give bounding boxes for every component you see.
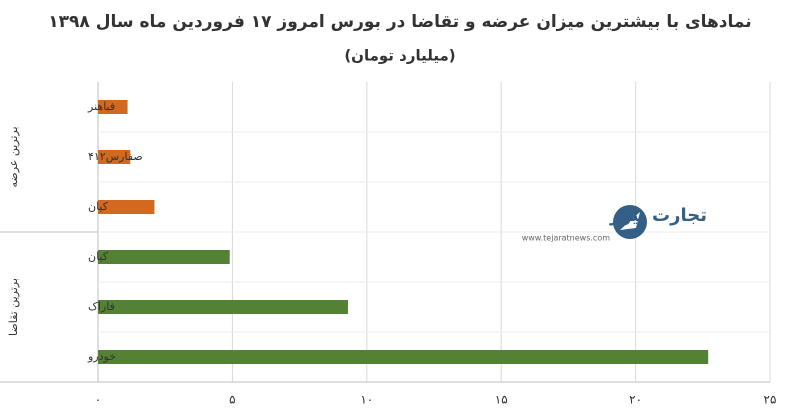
watermark-logo-arrow	[620, 212, 640, 230]
bar	[98, 150, 131, 164]
bar	[98, 350, 709, 364]
y-tick-label: خودرو	[87, 350, 116, 363]
y-tick-label: کیان	[88, 250, 109, 263]
y-tick-label: فباهنر	[87, 100, 115, 113]
y-tick-label: صفارس۴۱۲	[88, 150, 143, 163]
x-tick-label: ۱۰	[360, 393, 373, 407]
x-tick-label: ۰	[95, 393, 101, 407]
chart-subtitle: (میلیارد تومان)	[344, 47, 455, 65]
x-tick-label: ۱۵	[495, 393, 508, 407]
bar	[98, 100, 128, 114]
watermark: تجارت نیوز www.tejaratnews.com	[522, 205, 707, 243]
y-tick-label: کیان	[88, 200, 109, 213]
group-label: برترین تقاضا	[7, 278, 20, 336]
x-tick-label: ۲۰	[629, 393, 642, 407]
x-tick-label: ۵	[229, 393, 235, 407]
bar	[98, 250, 230, 264]
group-label: برترین عرضه	[7, 126, 20, 187]
watermark-url: www.tejaratnews.com	[522, 234, 610, 243]
y-tick-label: فاراک	[88, 300, 115, 313]
bar	[98, 200, 155, 214]
x-tick-label: ۲۵	[764, 393, 777, 407]
watermark-brand: تجارت نیوز	[609, 205, 707, 226]
chart-title: نمادهای با بیشترین میزان عرضه و تقاضا در…	[48, 12, 751, 32]
bar	[98, 300, 348, 314]
